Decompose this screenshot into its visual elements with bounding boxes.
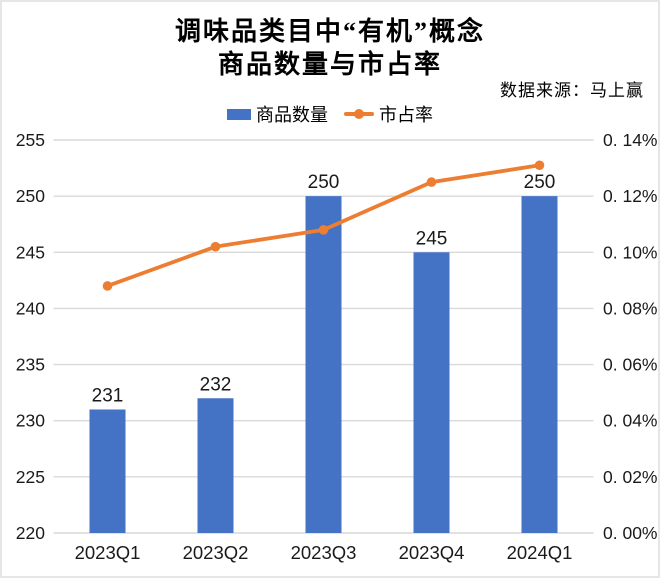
line-series-swatch [344, 109, 374, 119]
y-tick-label-left: 220 [16, 523, 45, 543]
y-tick-label-right: 0. 04% [603, 411, 657, 431]
y-tick-label-left: 250 [16, 186, 45, 206]
bar-2023Q3 [305, 196, 342, 533]
x-tick-label: 2023Q3 [291, 542, 357, 563]
chart-title-line1: 调味品类目中“有机”概念 [174, 17, 485, 46]
y-tick-label-right: 0. 02% [603, 467, 657, 487]
line-marker-2024Q1 [534, 160, 545, 171]
x-tick-label: 2024Q1 [507, 542, 573, 563]
y-tick-label-right: 0. 10% [603, 242, 657, 262]
legend: 商品数量 市占率 [2, 101, 658, 127]
bar-series-swatch [227, 108, 251, 120]
line-marker-2023Q3 [318, 225, 329, 235]
chart-title: 调味品类目中“有机”概念 商品数量与市占率 [2, 15, 658, 81]
y-tick-label-right: 0. 08% [603, 298, 657, 318]
bar-value-label: 231 [92, 385, 124, 406]
y-tick-label-left: 255 [16, 130, 45, 150]
y-tick-label-left: 240 [16, 298, 45, 318]
line-marker-swatch [354, 109, 364, 119]
line-marker-2023Q1 [102, 281, 113, 291]
y-tick-label-right: 0. 14% [603, 130, 657, 150]
y-tick-label-left: 225 [16, 467, 45, 487]
data-source: 数据来源：马上赢 [500, 81, 644, 100]
y-tick-label-right: 0. 00% [603, 523, 657, 543]
y-tick-label-left: 230 [16, 411, 45, 431]
bar-value-label: 245 [416, 228, 448, 249]
y-tick-label-left: 235 [16, 355, 45, 375]
chart-title-line2: 商品数量与市占率 [217, 50, 442, 79]
y-tick-label-right: 0. 12% [603, 186, 657, 206]
bar-2023Q1 [89, 409, 126, 533]
x-tick-label: 2023Q1 [75, 542, 141, 563]
bar-2024Q1 [521, 196, 558, 533]
bar-value-label: 250 [308, 172, 340, 193]
legend-line-label: 市占率 [379, 105, 433, 125]
line-marker-2023Q4 [426, 177, 437, 187]
plot-area: 255 0. 14% 250 0. 12% 245 0. 10% 240 0. 08% 235 0… [16, 130, 658, 563]
bar-2023Q2 [197, 398, 234, 533]
y-tick-label-left: 245 [16, 242, 45, 262]
x-tick-label: 2023Q4 [399, 542, 465, 563]
line-marker-2023Q2 [210, 241, 221, 252]
y-tick-label-right: 0. 06% [603, 355, 657, 375]
legend-bars-label: 商品数量 [256, 105, 328, 125]
x-tick-label: 2023Q2 [183, 542, 249, 563]
legend-item-line: 市占率 [344, 101, 433, 127]
bar-2023Q4 [413, 252, 450, 534]
legend-item-bars: 商品数量 [227, 101, 328, 127]
bar-value-label: 232 [200, 374, 232, 395]
bar-value-label: 250 [524, 172, 556, 193]
